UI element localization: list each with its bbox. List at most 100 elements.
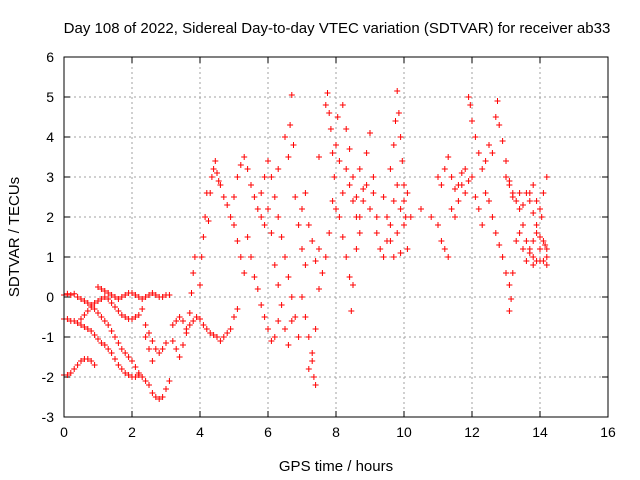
data-point bbox=[186, 322, 193, 328]
data-point bbox=[462, 166, 469, 172]
data-point bbox=[152, 394, 159, 400]
data-point bbox=[198, 254, 205, 260]
data-point bbox=[142, 322, 149, 328]
data-point bbox=[227, 214, 234, 220]
x-tick-label: 2 bbox=[128, 424, 136, 440]
data-point bbox=[241, 270, 248, 276]
data-point bbox=[395, 110, 402, 116]
data-point bbox=[84, 308, 91, 314]
data-point bbox=[101, 288, 108, 294]
data-point bbox=[299, 246, 305, 252]
data-point bbox=[98, 286, 105, 292]
data-point bbox=[101, 294, 108, 300]
data-point bbox=[516, 230, 523, 236]
data-point bbox=[540, 190, 547, 196]
data-point bbox=[112, 334, 118, 340]
data-point bbox=[98, 340, 105, 346]
data-point bbox=[254, 206, 261, 212]
data-point bbox=[472, 194, 479, 200]
data-point bbox=[254, 286, 261, 292]
data-point bbox=[115, 362, 122, 368]
data-point bbox=[234, 306, 241, 312]
x-axis-title: GPS time / hours bbox=[279, 458, 393, 475]
data-point bbox=[95, 336, 101, 342]
data-point bbox=[64, 316, 71, 322]
data-point bbox=[509, 270, 516, 276]
data-point bbox=[105, 322, 112, 328]
data-point bbox=[278, 302, 285, 308]
data-point bbox=[472, 134, 479, 140]
data-point bbox=[268, 230, 275, 236]
data-point bbox=[159, 394, 166, 400]
data-point bbox=[316, 286, 322, 292]
data-point bbox=[258, 190, 265, 196]
data-point bbox=[292, 194, 299, 200]
data-point bbox=[316, 246, 322, 252]
data-point bbox=[540, 238, 547, 244]
data-point bbox=[149, 358, 156, 364]
data-point bbox=[105, 346, 112, 352]
data-point bbox=[363, 182, 370, 188]
data-point bbox=[292, 314, 299, 320]
data-point bbox=[74, 362, 81, 368]
data-point bbox=[118, 312, 125, 318]
data-point bbox=[118, 346, 125, 352]
data-point bbox=[159, 346, 166, 352]
data-point bbox=[288, 318, 295, 324]
data-point bbox=[193, 314, 200, 320]
data-point bbox=[64, 372, 71, 378]
data-point bbox=[210, 166, 217, 172]
data-point bbox=[142, 334, 149, 340]
data-point bbox=[64, 290, 71, 297]
data-point bbox=[346, 146, 353, 152]
data-point bbox=[125, 372, 132, 378]
data-point bbox=[224, 330, 231, 336]
data-point bbox=[455, 198, 462, 204]
data-point bbox=[186, 310, 193, 316]
data-point bbox=[251, 194, 258, 200]
data-point bbox=[237, 162, 244, 168]
data-point bbox=[81, 312, 88, 318]
x-tick-label: 8 bbox=[332, 424, 340, 440]
data-point bbox=[135, 312, 142, 318]
y-tick-label: -2 bbox=[42, 369, 55, 385]
data-point bbox=[346, 274, 353, 280]
data-point bbox=[305, 334, 312, 340]
data-point bbox=[305, 366, 312, 372]
data-point bbox=[380, 254, 387, 260]
y-tick-label: -1 bbox=[42, 329, 55, 345]
data-point bbox=[78, 322, 84, 328]
data-point bbox=[387, 166, 394, 172]
data-point bbox=[346, 182, 353, 188]
data-point bbox=[329, 198, 336, 204]
data-point bbox=[343, 254, 350, 260]
data-point bbox=[350, 282, 356, 288]
data-point bbox=[118, 366, 125, 372]
data-point bbox=[282, 134, 288, 140]
data-point bbox=[467, 102, 474, 108]
data-point bbox=[207, 330, 214, 336]
data-point bbox=[356, 230, 363, 236]
data-point bbox=[191, 254, 198, 260]
data-point bbox=[516, 190, 523, 196]
data-point bbox=[331, 174, 338, 180]
data-point bbox=[202, 214, 209, 220]
data-point bbox=[142, 294, 149, 300]
data-point bbox=[135, 294, 142, 300]
data-point bbox=[373, 214, 380, 220]
data-point bbox=[173, 346, 180, 352]
data-point bbox=[166, 292, 173, 298]
data-point bbox=[265, 206, 271, 212]
data-point bbox=[324, 90, 331, 96]
data-point bbox=[350, 174, 356, 180]
data-point bbox=[322, 254, 329, 260]
data-point bbox=[275, 166, 282, 172]
data-point bbox=[392, 118, 399, 124]
data-point bbox=[353, 194, 360, 200]
data-point bbox=[112, 294, 118, 300]
data-point bbox=[132, 364, 139, 370]
data-point bbox=[183, 330, 190, 336]
data-point bbox=[200, 322, 207, 328]
data-point bbox=[390, 198, 397, 204]
data-point bbox=[407, 214, 414, 220]
